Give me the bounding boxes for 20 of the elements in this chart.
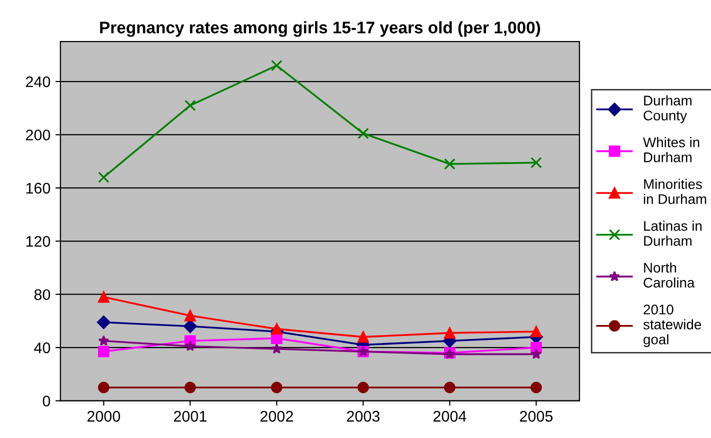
- y-tick-label: 160: [26, 182, 50, 194]
- y-tick-label: 120: [26, 236, 50, 247]
- y-tick-label: 200: [26, 130, 50, 140]
- x-tick-label: 2001: [174, 410, 206, 422]
- legend-label: Latinas in Durham: [644, 220, 702, 246]
- x-tick-label: 2003: [346, 410, 380, 422]
- y-tick-label: 0: [42, 396, 50, 406]
- x-tick-label: 2000: [87, 410, 120, 422]
- legend-label: 2010 statewide goal: [643, 304, 702, 348]
- y-tick-label: 240: [26, 76, 50, 88]
- y-tick-label: 80: [34, 289, 50, 300]
- legend-label: Durham County: [644, 95, 692, 124]
- x-tick-label: 2002: [260, 410, 293, 422]
- legend-label: North Carolina: [644, 262, 695, 288]
- legend-label: Whites in Durham: [643, 137, 700, 162]
- y-tick-label: 40: [34, 342, 50, 354]
- legend-label: Minorities in Durham: [644, 178, 706, 204]
- chart-title: Pregnancy rates among girls 15-17 years old (per 1,000): [100, 21, 540, 37]
- x-tick-label: 2004: [433, 410, 466, 422]
- x-tick-label: 2005: [520, 410, 553, 422]
